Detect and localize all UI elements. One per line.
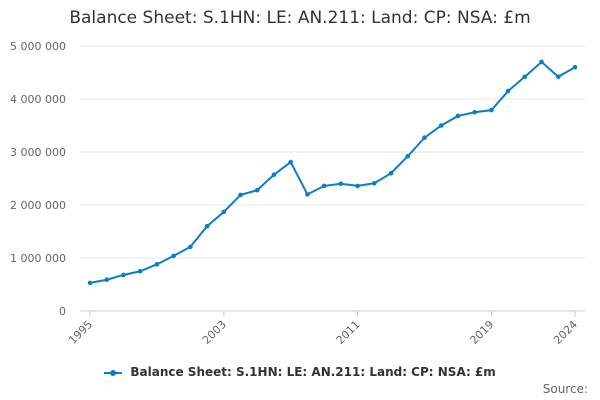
data-point	[522, 74, 528, 80]
data-point	[455, 113, 461, 119]
data-point	[221, 209, 227, 215]
data-point	[572, 64, 578, 70]
data-point	[104, 277, 110, 283]
y-tick-label: 1 000 000	[10, 252, 66, 265]
data-point	[238, 192, 243, 198]
legend[interactable]: Balance Sheet: S.1HN: LE: AN.211: Land: …	[0, 365, 600, 379]
legend-label: Balance Sheet: S.1HN: LE: AN.211: Land: …	[130, 365, 496, 379]
data-point	[154, 262, 160, 267]
data-point	[472, 109, 477, 115]
x-tick-label: 2019	[468, 318, 497, 347]
y-tick-label: 0	[59, 305, 66, 318]
data-point	[171, 253, 176, 259]
y-tick-label: 4 000 000	[10, 93, 66, 106]
data-point	[87, 280, 93, 286]
data-point	[505, 88, 511, 94]
data-point	[422, 135, 427, 140]
data-point	[288, 159, 293, 165]
data-point	[388, 170, 394, 176]
data-point	[355, 183, 360, 189]
data-point	[321, 183, 327, 189]
data-point	[204, 223, 210, 229]
y-tick-label: 2 000 000	[10, 199, 66, 212]
data-point	[338, 181, 344, 187]
data-point	[438, 123, 444, 128]
data-point	[254, 187, 260, 193]
x-tick-label: 1995	[66, 318, 95, 347]
data-point	[137, 268, 143, 274]
data-point	[405, 153, 411, 159]
source-label: Source:	[542, 382, 588, 396]
x-tick-label: 2011	[334, 318, 363, 347]
data-point	[372, 180, 377, 186]
y-tick-label: 5 000 000	[10, 40, 66, 53]
legend-marker-icon	[104, 369, 123, 376]
data-point	[539, 59, 544, 65]
chart-title: Balance Sheet: S.1HN: LE: AN.211: Land: …	[69, 8, 531, 28]
data-point	[489, 107, 494, 113]
y-tick-label: 3 000 000	[10, 146, 66, 159]
data-point	[188, 244, 193, 250]
data-point	[555, 74, 561, 80]
x-tick-label: 2003	[200, 318, 229, 347]
data-point	[121, 272, 126, 278]
x-tick-label: 2024	[551, 318, 580, 347]
data-point	[271, 172, 277, 178]
data-point	[305, 192, 310, 197]
series-line	[89, 60, 576, 284]
